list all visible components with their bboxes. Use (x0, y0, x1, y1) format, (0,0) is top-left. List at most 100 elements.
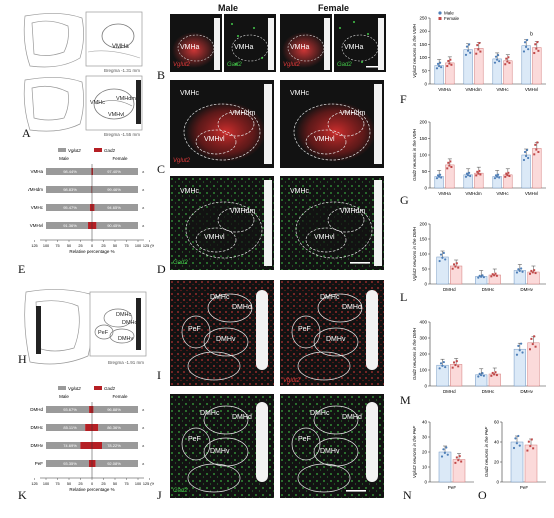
data-point-female (479, 50, 482, 53)
legend-male-label: Male (444, 11, 454, 16)
bar-male-vglut2 (46, 406, 90, 413)
bar-female-gad2 (92, 168, 94, 175)
label-dmhv: DMHv (320, 448, 340, 455)
data-point-female (506, 60, 509, 63)
data-point-female (527, 440, 530, 443)
panel-letter-g: G (400, 193, 409, 207)
data-point-female (476, 44, 479, 47)
y-tick-label: 30 (422, 435, 428, 440)
bar-male (436, 364, 449, 387)
data-point-female (495, 374, 498, 377)
micrograph-b-male-gad2: VMHa Gad2 (224, 14, 276, 72)
data-point-male (522, 50, 526, 53)
micro-label: VMHa (290, 44, 310, 51)
atlas-label-pef: PeF (98, 330, 109, 336)
x-tick-label: 125 (31, 244, 37, 248)
pct-female: 97.40% (107, 169, 121, 174)
bar-female-vglut2 (93, 168, 138, 175)
marker-label: Vglut2 (173, 62, 191, 68)
y-tick-label: 100 (419, 153, 427, 158)
y-tick-label: 50 (422, 68, 428, 73)
legend-label-vglut2: Vglut2 (68, 148, 81, 153)
y-tick-label: 400 (419, 320, 427, 325)
pct-male: 93.35% (63, 461, 77, 466)
x-axis-label: Relative percentage % (69, 249, 114, 254)
data-point-female (455, 360, 458, 363)
bar-male-gad2 (89, 204, 92, 211)
label-pef: PeF (298, 326, 311, 333)
label-dmhc: DMHc (200, 410, 220, 417)
data-point-male (445, 446, 448, 449)
data-point-female (530, 438, 533, 441)
bar-male-vglut2 (46, 424, 86, 431)
y-tick-label: 0 (424, 480, 427, 485)
data-point-male (440, 455, 444, 458)
data-point-female (534, 345, 537, 348)
data-point-male (523, 41, 527, 44)
panel-letter-j: J (157, 488, 162, 502)
data-point-male (494, 55, 498, 58)
atlas-label-dmhv: DMHv (118, 336, 134, 342)
data-point-male (518, 444, 521, 447)
data-point-female (534, 143, 537, 146)
data-point-male (517, 344, 520, 347)
data-point-male (493, 177, 497, 180)
micro-label: VMHa (180, 44, 200, 51)
significance-mark: b (530, 32, 533, 38)
y-axis-label: Gad2 neurons in the VMH (412, 128, 417, 181)
x-tick-label: DMHd (443, 389, 456, 394)
side-label-female: Female (112, 394, 128, 399)
data-point-female (450, 63, 453, 66)
y-tick-label: 200 (419, 120, 427, 125)
data-point-male (527, 48, 530, 51)
x-tick-label: 125 (%) (143, 482, 154, 486)
pct-male: 93.67% (63, 407, 77, 412)
row-label: PeF (35, 461, 44, 466)
data-point-male (441, 364, 444, 367)
bar-female-vglut2 (92, 186, 138, 193)
data-point-female (449, 160, 452, 163)
x-axis-label: Relative percentage % (69, 487, 114, 492)
row-marker: a (142, 443, 145, 448)
data-point-female (504, 63, 507, 66)
x-tick-label: 75 (55, 482, 59, 486)
row-label: DMHc (31, 425, 44, 430)
data-point-female (493, 274, 496, 277)
data-point-male (439, 362, 443, 365)
bar-male-vglut2 (46, 460, 89, 467)
x-tick-label: VMHdm (465, 191, 482, 196)
row-label: VMHa (30, 169, 43, 174)
label-vmhc: VMHc (180, 90, 200, 97)
data-point-male (517, 434, 520, 438)
data-point-male (482, 276, 485, 279)
label-vmhdm: VMHdm (340, 208, 366, 215)
data-point-female (493, 373, 496, 376)
data-point-female (476, 170, 479, 173)
legend-label-vglut2: Vglut2 (68, 386, 81, 391)
panel-letter-i: I (157, 368, 161, 382)
data-point-female (495, 274, 498, 277)
bar-male-gad2 (89, 406, 92, 413)
data-point-male (478, 372, 481, 375)
label-vmhvl: VMHvl (314, 136, 335, 143)
bar-female-vglut2 (95, 460, 138, 467)
label-vmhdm: VMHdm (230, 208, 256, 215)
data-point-female (475, 52, 478, 55)
data-point-female (451, 366, 454, 369)
data-point-female (458, 455, 461, 458)
bar-male-gad2 (88, 222, 92, 229)
panel-letter-h: H (18, 352, 27, 366)
data-point-female (457, 266, 460, 269)
data-point-male (446, 453, 449, 456)
x-tick-label: 100 (43, 244, 49, 248)
data-point-female (505, 172, 508, 175)
y-axis-label: Gad2 neurons in the DMH (412, 327, 417, 380)
data-point-female (494, 272, 497, 275)
y-tick-label: 0 (496, 480, 499, 485)
micrograph-b-female-gad2: VMHa Gad2 (334, 14, 386, 72)
y-tick-label: 200 (419, 29, 427, 34)
data-point-male (442, 251, 445, 255)
data-point-female (531, 271, 534, 274)
